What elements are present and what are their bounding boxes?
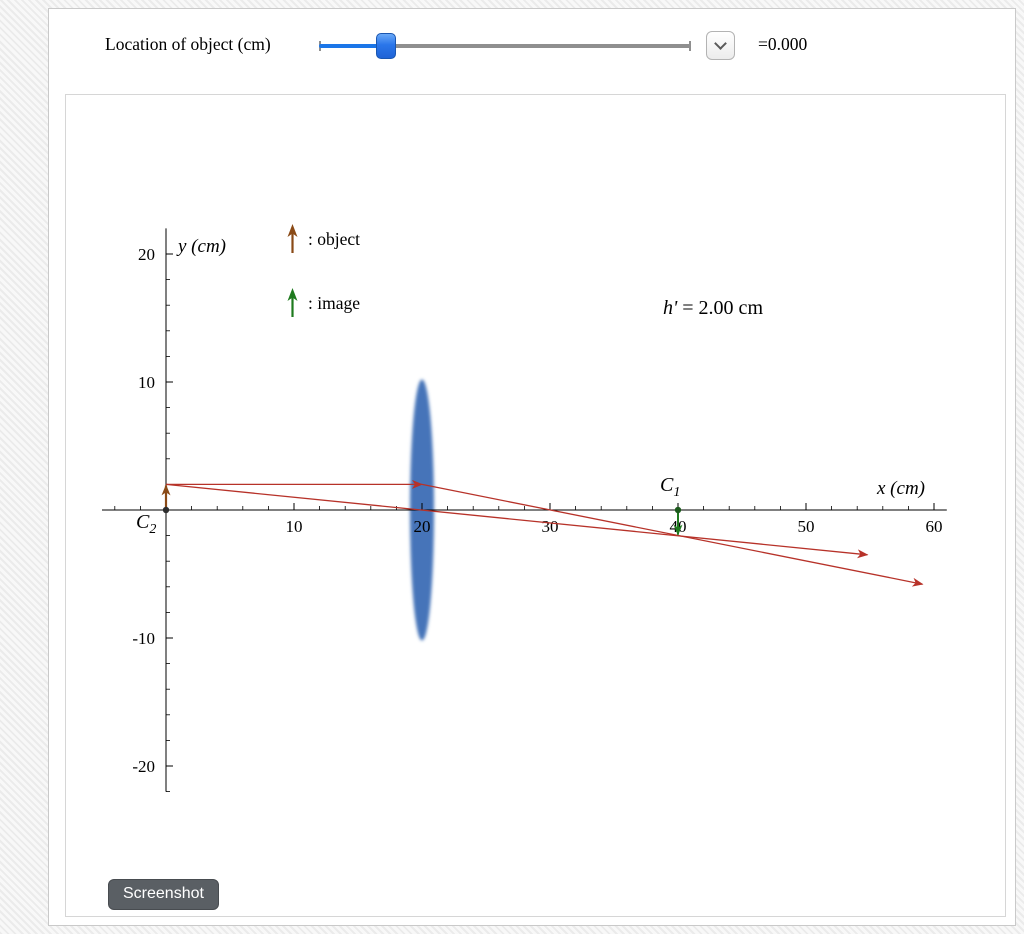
x-axis-label: x (cm) <box>877 478 925 499</box>
svg-text:60: 60 <box>926 517 943 536</box>
object-location-slider[interactable] <box>319 32 691 60</box>
y-axis-label: y (cm) <box>178 236 226 257</box>
image-arrow-icon <box>287 288 298 317</box>
svg-text:10: 10 <box>138 373 155 392</box>
svg-text:20: 20 <box>414 517 431 536</box>
svg-text:30: 30 <box>542 517 559 536</box>
svg-text:-20: -20 <box>132 757 155 776</box>
demonstration-window: Location of object (cm) =0.000 10 20 30 40 5… <box>48 8 1016 926</box>
c1-label: C1 <box>660 474 681 500</box>
plot-panel: 10 20 30 40 50 60 20 10 -10 -20 y (cm) x (cm) : o… <box>65 94 1006 917</box>
legend-object-label: : object <box>308 228 360 249</box>
slider-label: Location of object (cm) <box>105 34 271 54</box>
image-height-label: h' = 2.00 cm <box>663 297 763 319</box>
screenshot-button[interactable]: Screenshot <box>108 879 219 910</box>
slider-track-right-cap <box>689 41 691 51</box>
slider-options-button[interactable] <box>706 31 735 60</box>
legend-image: : image <box>285 288 360 318</box>
slider-fill <box>319 44 386 48</box>
svg-text:-10: -10 <box>132 629 155 648</box>
svg-text:50: 50 <box>798 517 815 536</box>
slider-thumb[interactable] <box>375 33 396 59</box>
slider-track[interactable] <box>319 41 691 51</box>
object-arrow-icon <box>287 224 298 253</box>
legend-image-label: : image <box>308 292 360 313</box>
svg-text:10: 10 <box>286 517 303 536</box>
slider-value: =0.000 <box>758 34 808 54</box>
svg-text:20: 20 <box>138 245 155 264</box>
c2-label: C2 <box>136 511 157 537</box>
chevron-down-icon <box>714 37 727 50</box>
legend-object: : object <box>285 224 360 254</box>
